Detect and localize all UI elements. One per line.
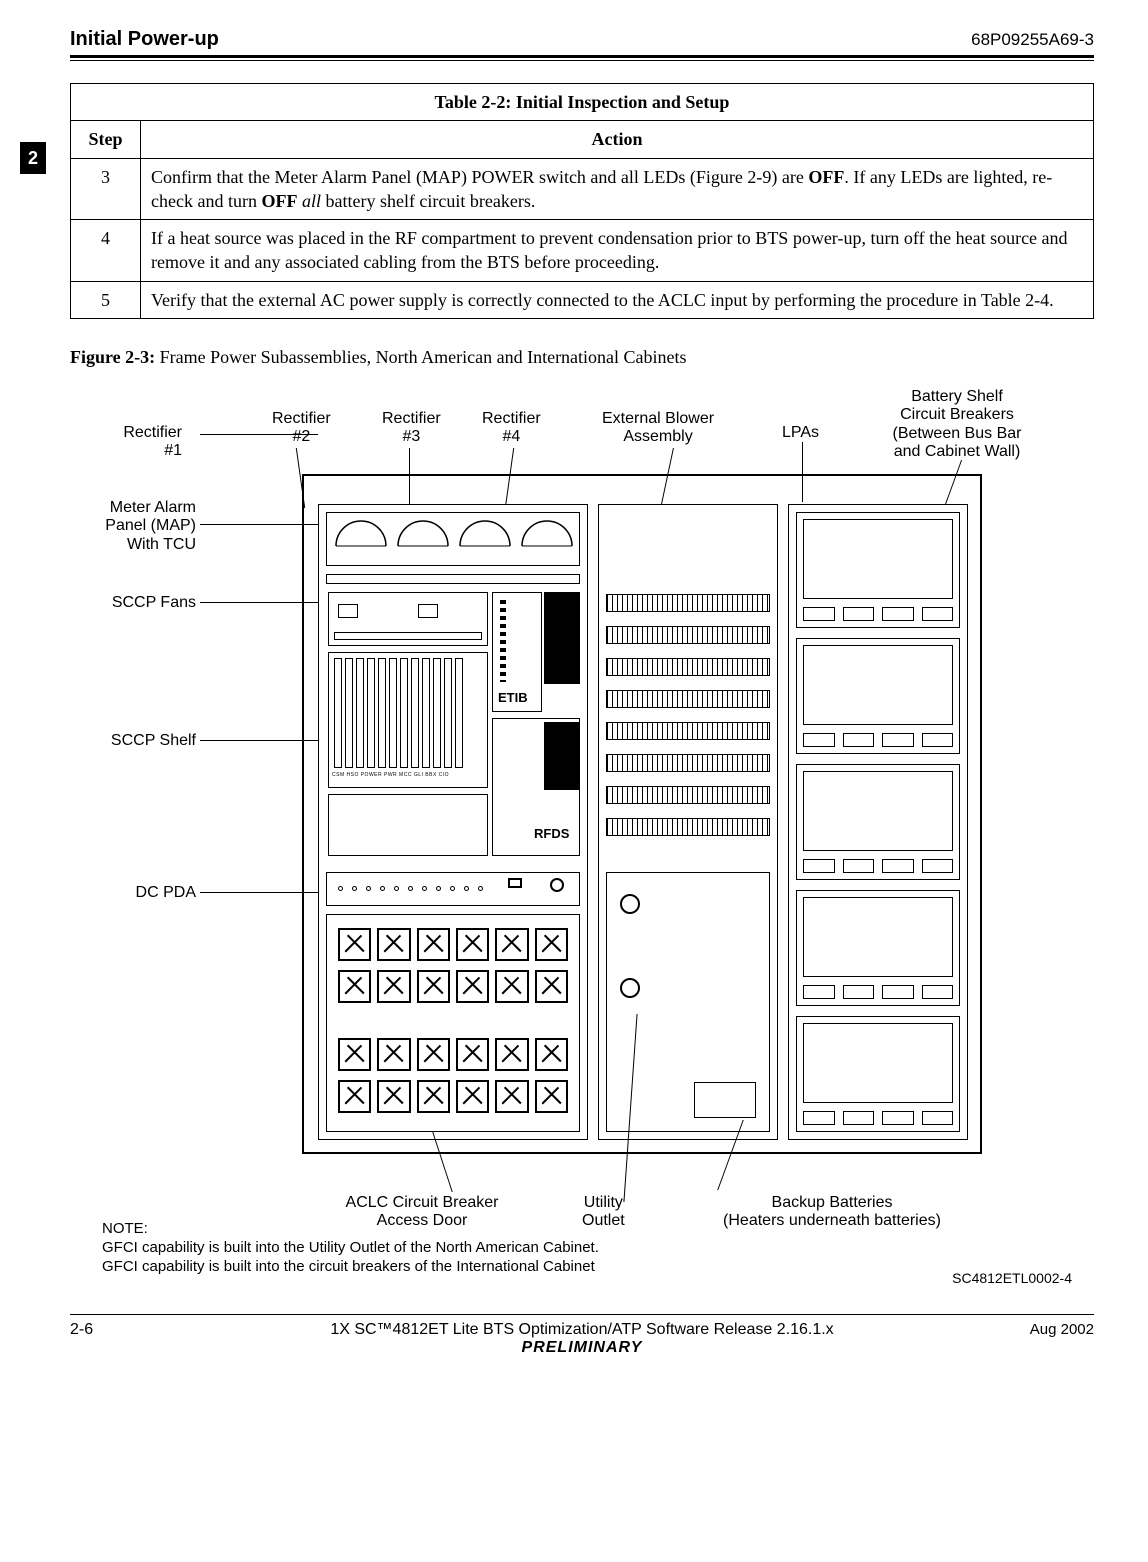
label-rect3: Rectifier#3 — [382, 410, 441, 447]
rect-gauge-2 — [394, 518, 452, 548]
vent-5 — [606, 722, 770, 740]
dc-pda-sw — [508, 878, 522, 888]
table-caption-prefix: Table 2-2: — [435, 92, 512, 112]
label-map: Meter AlarmPanel (MAP)With TCU — [76, 499, 196, 554]
sccp-slots — [334, 658, 463, 768]
vent-3 — [606, 658, 770, 676]
label-sccp-shelf: SCCP Shelf — [76, 732, 196, 750]
label-batt-breakers: Battery ShelfCircuit Breakers(Between Bu… — [872, 388, 1042, 462]
strip-1 — [326, 574, 580, 584]
label-rect1: Rectifier#1 — [82, 424, 182, 461]
table-row: 5Verify that the external AC power suppl… — [71, 281, 1094, 318]
vent-7 — [606, 786, 770, 804]
note-label: NOTE: — [102, 1220, 148, 1237]
etib-dots — [500, 600, 506, 682]
page-footer: 2-6 1X SC™4812ET Lite BTS Optimization/A… — [70, 1314, 1094, 1357]
vent-2 — [606, 626, 770, 644]
table-setup: Table 2-2: Initial Inspection and Setup … — [70, 83, 1094, 319]
figure-caption-prefix: Figure 2-3: — [70, 347, 155, 367]
label-rfds: RFDS — [534, 826, 569, 841]
black-bar-1 — [544, 592, 580, 684]
cell-action: Confirm that the Meter Alarm Panel (MAP)… — [141, 158, 1094, 220]
table-row: 3Confirm that the Meter Alarm Panel (MAP… — [71, 158, 1094, 220]
aclc-row2 — [338, 970, 568, 1003]
fan-ind-2 — [418, 604, 438, 618]
label-sccp-fans: SCCP Fans — [76, 594, 196, 612]
table-caption-title: Initial Inspection and Setup — [511, 92, 729, 112]
figure-ref: SC4812ETL0002-4 — [952, 1270, 1072, 1286]
table-caption: Table 2-2: Initial Inspection and Setup — [71, 84, 1094, 121]
col-step: Step — [71, 121, 141, 158]
vent-6 — [606, 754, 770, 772]
fan-ind-1 — [338, 604, 358, 618]
aclc-row3 — [338, 1038, 568, 1071]
cell-step: 3 — [71, 158, 141, 220]
vent-8 — [606, 818, 770, 836]
black-bar-2 — [544, 722, 580, 790]
utility-hole-2 — [620, 978, 640, 998]
header-title: Initial Power-up — [70, 28, 219, 51]
cell-step: 4 — [71, 220, 141, 282]
chapter-tab: 2 — [20, 142, 46, 174]
utility-hole-1 — [620, 894, 640, 914]
footer-center-line: 1X SC™4812ET Lite BTS Optimization/ATP S… — [330, 1321, 833, 1338]
lpa-col — [796, 512, 960, 1132]
backup-batteries-box — [694, 1082, 756, 1118]
vent-1 — [606, 594, 770, 612]
figure-note: NOTE: GFCI capability is built into the … — [102, 1220, 702, 1276]
label-dc-pda: DC PDA — [76, 884, 196, 902]
lpa-5 — [796, 1016, 960, 1132]
rect-gauge-1 — [332, 518, 390, 548]
cell-step: 5 — [71, 281, 141, 318]
figure-diagram: Rectifier#2 Rectifier#3 Rectifier#4 Exte… — [82, 394, 1082, 1294]
aclc-row1 — [338, 928, 568, 961]
label-lpas: LPAs — [782, 424, 819, 442]
sccp-slot-labels: CSM HSO POWER PWR MCC GLI BBX CIO — [332, 772, 488, 778]
dc-pda-dots — [338, 884, 483, 892]
label-ext-blower: External BlowerAssembly — [602, 410, 714, 447]
col-action: Action — [141, 121, 1094, 158]
note-line-1: GFCI capability is built into the Utilit… — [102, 1239, 599, 1256]
rule-thin — [70, 60, 1094, 61]
note-line-2: GFCI capability is built into the circui… — [102, 1258, 595, 1275]
page-header: Initial Power-up 68P09255A69-3 — [70, 28, 1094, 51]
vent-4 — [606, 690, 770, 708]
label-backup: Backup Batteries(Heaters underneath batt… — [692, 1194, 972, 1231]
label-rect4: Rectifier#4 — [482, 410, 541, 447]
aclc-row4 — [338, 1080, 568, 1113]
rect-gauge-4 — [518, 518, 576, 548]
cell-action: Verify that the external AC power supply… — [141, 281, 1094, 318]
dc-pda-knob — [550, 878, 564, 892]
lpa-3 — [796, 764, 960, 880]
lpa-4 — [796, 890, 960, 1006]
footer-date: Aug 2002 — [1024, 1321, 1094, 1338]
table-row: 4If a heat source was placed in the RF c… — [71, 220, 1094, 282]
label-etib: ETIB — [498, 690, 528, 705]
cell-action: If a heat source was placed in the RF co… — [141, 220, 1094, 282]
lpa-1 — [796, 512, 960, 628]
figure-caption: Figure 2-3: Frame Power Subassemblies, N… — [70, 347, 1094, 368]
fan-slot — [334, 632, 482, 640]
rule-thick — [70, 55, 1094, 58]
doc-number: 68P09255A69-3 — [971, 30, 1094, 50]
lpa-2 — [796, 638, 960, 754]
label-rect2: Rectifier#2 — [272, 410, 331, 447]
footer-preliminary: PRELIMINARY — [522, 1339, 643, 1356]
rect-gauge-3 — [456, 518, 514, 548]
figure-caption-title: Frame Power Subassemblies, North America… — [155, 347, 686, 367]
left-spare-box — [328, 794, 488, 856]
footer-page: 2-6 — [70, 1321, 140, 1339]
